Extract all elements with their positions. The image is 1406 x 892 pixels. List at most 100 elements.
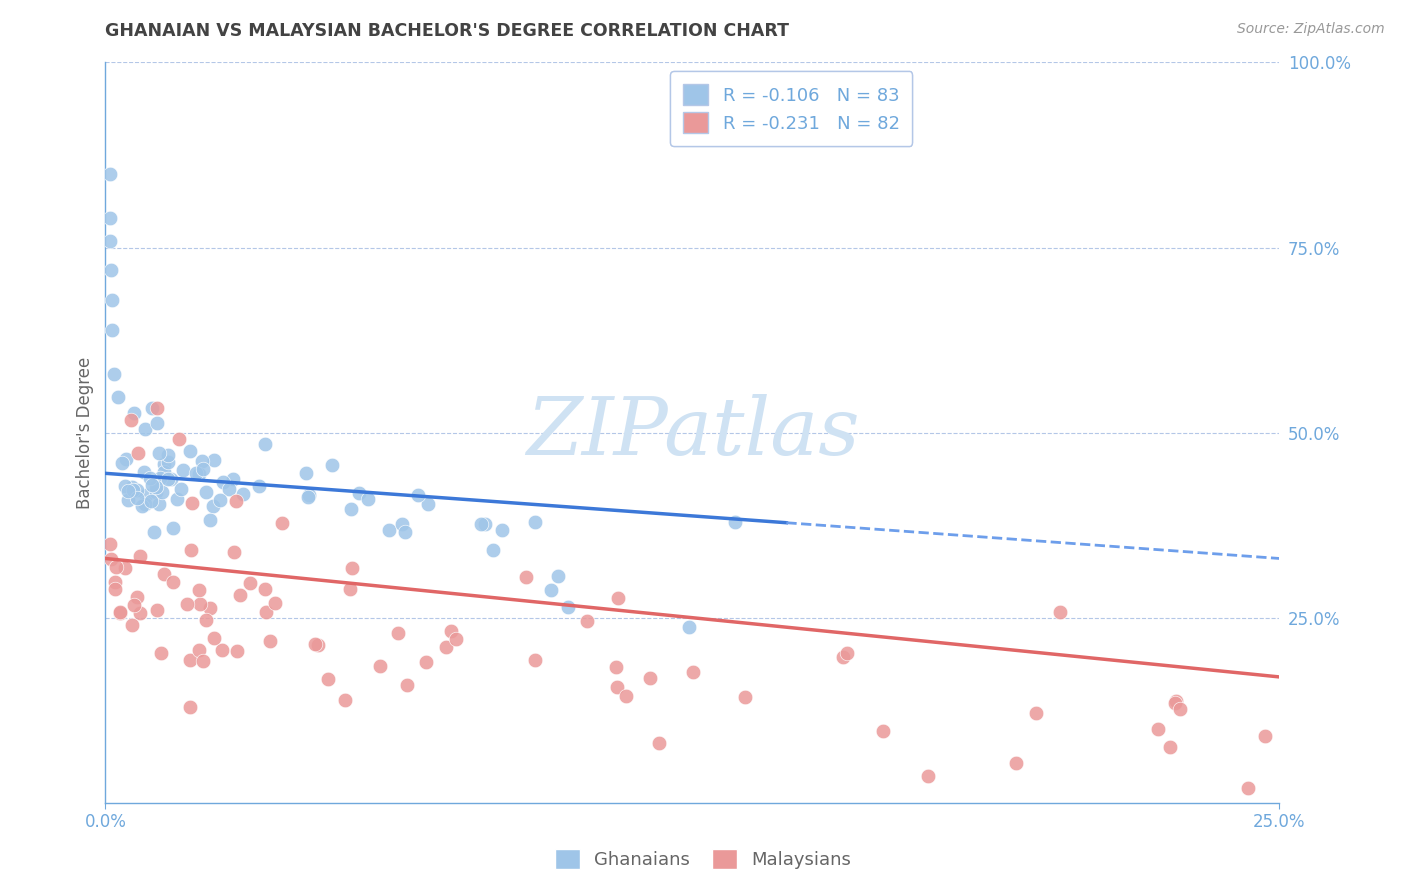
- Point: [297, 488, 319, 502]
- Point: [121, 413, 143, 427]
- Point: [357, 492, 380, 507]
- Point: [316, 672, 339, 686]
- Point: [184, 466, 207, 480]
- Text: Source: ZipAtlas.com: Source: ZipAtlas.com: [1237, 22, 1385, 37]
- Point: [153, 457, 176, 471]
- Point: [100, 293, 122, 307]
- Point: [253, 436, 276, 450]
- Point: [606, 591, 628, 606]
- Point: [132, 465, 155, 479]
- Point: [481, 542, 503, 557]
- Point: [226, 644, 249, 658]
- Point: [406, 488, 429, 502]
- Point: [114, 478, 136, 492]
- Point: [837, 646, 859, 660]
- Point: [103, 574, 125, 589]
- Point: [179, 443, 201, 458]
- Point: [148, 445, 170, 459]
- Point: [98, 234, 121, 248]
- Point: [170, 482, 193, 496]
- Point: [139, 494, 162, 508]
- Point: [394, 525, 416, 540]
- Point: [152, 567, 174, 582]
- Point: [239, 576, 262, 591]
- Point: [162, 521, 184, 535]
- Text: ZIPatlas: ZIPatlas: [526, 394, 859, 471]
- Point: [1159, 739, 1181, 754]
- Point: [201, 500, 224, 514]
- Point: [678, 620, 700, 634]
- Point: [187, 582, 209, 597]
- Point: [179, 653, 201, 667]
- Point: [127, 446, 149, 460]
- Point: [259, 634, 281, 648]
- Point: [1146, 722, 1168, 736]
- Point: [146, 603, 169, 617]
- Point: [253, 582, 276, 596]
- Point: [470, 516, 492, 531]
- Point: [1166, 694, 1188, 708]
- Point: [98, 211, 121, 226]
- Point: [149, 646, 172, 660]
- Point: [396, 678, 419, 692]
- Point: [157, 448, 180, 462]
- Point: [194, 613, 217, 627]
- Point: [110, 606, 132, 620]
- Point: [264, 596, 287, 610]
- Point: [540, 583, 562, 598]
- Point: [134, 422, 156, 436]
- Point: [114, 561, 136, 575]
- Point: [614, 689, 637, 703]
- Point: [143, 524, 166, 539]
- Point: [121, 480, 143, 494]
- Point: [1004, 756, 1026, 770]
- Point: [127, 590, 149, 604]
- Point: [218, 483, 240, 497]
- Point: [162, 575, 184, 590]
- Point: [339, 582, 361, 597]
- Point: [129, 549, 152, 564]
- Point: [121, 483, 143, 497]
- Point: [202, 453, 225, 467]
- Point: [1164, 696, 1187, 710]
- Point: [195, 485, 218, 500]
- Point: [1170, 702, 1192, 716]
- Point: [444, 632, 467, 646]
- Point: [225, 494, 247, 508]
- Point: [200, 601, 222, 615]
- Point: [391, 517, 413, 532]
- Point: [122, 598, 145, 612]
- Point: [340, 561, 363, 575]
- Point: [434, 640, 457, 654]
- Point: [131, 499, 153, 513]
- Point: [139, 471, 162, 485]
- Point: [387, 625, 409, 640]
- Point: [211, 643, 233, 657]
- Point: [166, 491, 188, 506]
- Y-axis label: Bachelor's Degree: Bachelor's Degree: [76, 357, 94, 508]
- Point: [606, 680, 628, 694]
- Point: [229, 588, 252, 602]
- Legend: Ghanaians, Malaysians: Ghanaians, Malaysians: [546, 839, 860, 879]
- Point: [145, 480, 167, 494]
- Point: [149, 471, 172, 485]
- Point: [638, 671, 661, 685]
- Point: [917, 769, 939, 783]
- Point: [605, 660, 627, 674]
- Point: [191, 462, 214, 476]
- Point: [179, 700, 201, 714]
- Point: [208, 493, 231, 508]
- Point: [101, 323, 124, 337]
- Point: [110, 605, 132, 619]
- Point: [211, 475, 233, 490]
- Point: [122, 406, 145, 420]
- Point: [832, 650, 855, 665]
- Point: [187, 643, 209, 657]
- Point: [734, 690, 756, 705]
- Point: [1237, 780, 1260, 795]
- Point: [491, 524, 513, 538]
- Point: [125, 491, 148, 505]
- Point: [111, 456, 134, 470]
- Point: [148, 498, 170, 512]
- Point: [134, 497, 156, 511]
